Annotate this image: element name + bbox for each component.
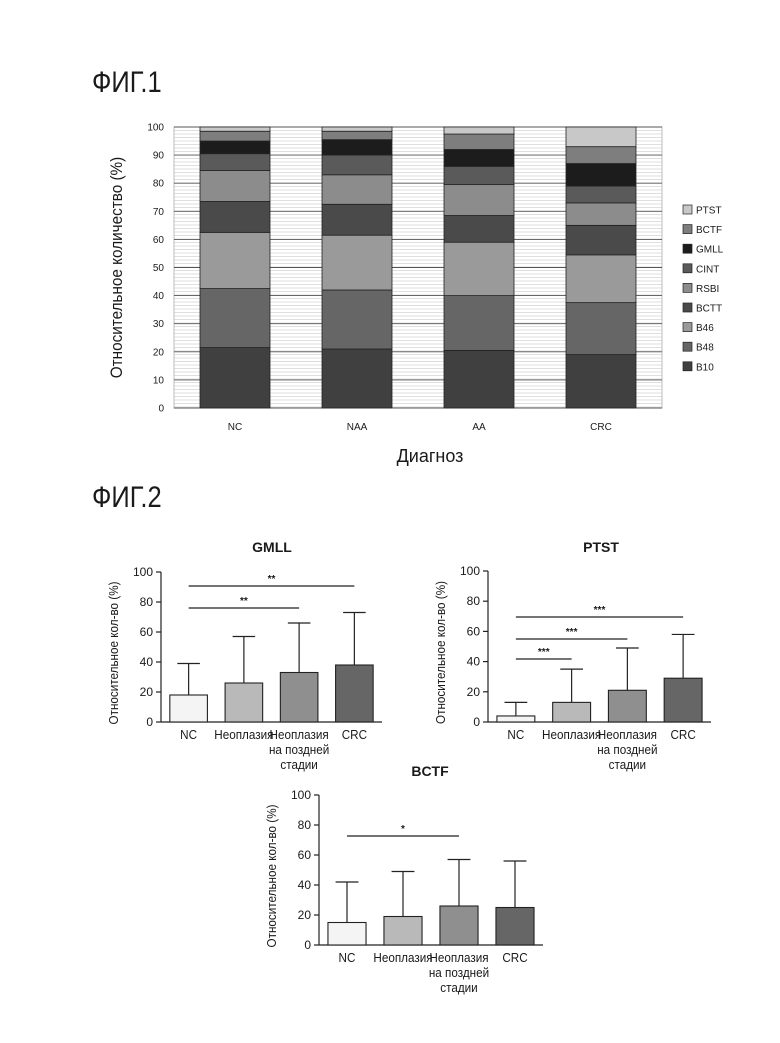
y-tick-label: 20 [298,908,312,922]
y-tick-label: 80 [467,594,481,608]
x-tick-label: NC [339,950,356,965]
y-tick-label: 0 [146,715,153,729]
significance-label: ** [268,574,276,585]
y-tick-label: 40 [140,655,154,669]
x-tick-label: Неоплазия [373,950,432,965]
panel-title: GMLL [252,539,292,555]
panel-bctf: BCTF 0 20 40 60 80 100 Относительное кол-во (%)… [264,763,543,995]
y-tick-label: 100 [460,564,480,578]
y-axis-label: Относительное кол-во (%) [433,581,448,724]
x-tick-label: стадии [609,757,647,772]
panel-ptst: PTST 0 20 40 60 80 100 Относительное кол-во (%)… [433,539,711,772]
x-tick-label: Неоплазия [270,727,329,742]
x-tick-label: Неоплазия [214,727,273,742]
bar-neoplasia [225,683,263,722]
bar-crc [664,678,702,722]
bar-crc [336,665,374,722]
y-tick-label: 100 [291,788,311,802]
y-tick-label: 20 [140,685,154,699]
bar-neoplasia [553,702,591,722]
significance-label: *** [538,647,550,658]
y-axis-label: Относительное кол-во (%) [106,582,121,725]
x-tick-label: CRC [502,950,527,965]
significance-label: ** [240,596,248,607]
x-tick-label: NC [180,727,197,742]
x-tick-label: CRC [670,727,695,742]
significance-label: * [401,824,405,835]
significance-label: *** [594,605,606,616]
x-tick-label: Неоплазия [429,950,488,965]
y-tick-label: 60 [298,848,312,862]
y-tick-label: 60 [467,624,481,638]
x-tick-label: Неоплазия [598,727,657,742]
x-tick-label: NC [507,727,524,742]
x-tick-label: стадии [280,757,318,772]
y-tick-label: 80 [140,595,154,609]
panel-gmll: GMLL 0 20 40 60 80 100 Относительное кол-во (%)… [106,539,382,772]
y-axis-label: Относительное кол-во (%) [264,805,279,948]
panel-title: PTST [583,539,619,555]
bar-nc [497,716,535,722]
y-tick-label: 60 [140,625,154,639]
bar-late-neoplasia [608,690,646,722]
x-tick-label: Неоплазия [542,727,601,742]
y-tick-label: 100 [133,565,153,579]
bar-crc [496,908,534,946]
y-tick-label: 0 [304,938,311,952]
y-tick-label: 20 [467,685,481,699]
x-tick-label: на поздней [597,742,657,757]
x-tick-label: стадии [440,980,478,995]
bar-neoplasia [384,917,422,946]
y-tick-label: 40 [298,878,312,892]
x-tick-label: CRC [342,727,367,742]
y-tick-label: 0 [473,715,480,729]
y-tick-label: 40 [467,655,481,669]
bar-nc [170,695,208,722]
bar-late-neoplasia [280,673,318,723]
y-tick-label: 80 [298,818,312,832]
panel-title: BCTF [411,763,449,779]
bar-late-neoplasia [440,906,478,945]
bar-nc [328,923,366,946]
x-tick-label: на поздней [429,965,489,980]
significance-label: *** [566,627,578,638]
x-tick-label: на поздней [269,742,329,757]
